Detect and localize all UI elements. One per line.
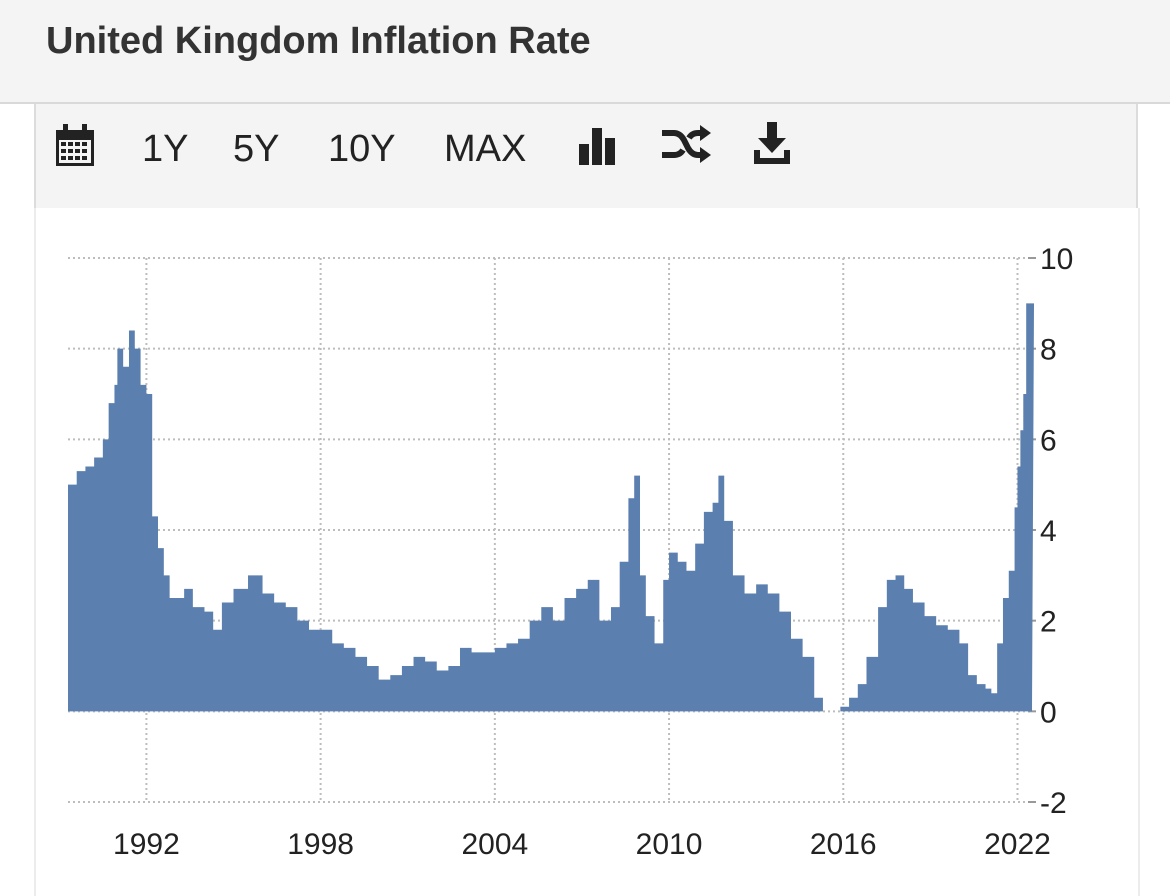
page-header: United Kingdom Inflation Rate [0,0,1170,104]
calendar-icon[interactable] [54,124,96,168]
range-max-button[interactable]: MAX [444,128,527,170]
y-tick-label: 0 [1040,696,1057,729]
y-tick-label: 8 [1040,334,1057,367]
chart-panel: -2 0 2 4 6 8 10 1992 1998 2004 2010 2016 2022 [34,208,1140,896]
range-5y-button[interactable]: 5Y [233,128,280,170]
x-tick-label: 2010 [636,828,703,861]
x-tick-label: 2004 [461,828,528,861]
y-tick-label: 6 [1040,424,1057,457]
y-axis-labels: -2 0 2 4 6 8 10 [1040,243,1073,820]
bar-chart-icon[interactable] [578,126,618,166]
page-title: United Kingdom Inflation Rate [46,20,591,62]
range-10y-button[interactable]: 10Y [328,128,396,170]
x-axis-labels: 1992 1998 2004 2010 2016 2022 [113,828,1051,861]
y-tick-label: 2 [1040,606,1057,639]
y-tick-label: -2 [1040,787,1067,820]
inflation-chart: -2 0 2 4 6 8 10 1992 1998 2004 2010 2016 2022 [68,243,1073,861]
download-icon[interactable] [752,122,792,166]
y-tick-label: 4 [1040,515,1057,548]
x-tick-label: 2022 [984,828,1051,861]
x-tick-label: 1992 [113,828,180,861]
chart-toolbar: 1Y 5Y 10Y MAX [34,104,1138,210]
range-1y-button[interactable]: 1Y [142,128,189,170]
inflation-area-series [68,303,1034,712]
chart-grid [68,257,1036,803]
x-tick-label: 2016 [810,828,877,861]
y-tick-label: 10 [1040,243,1073,276]
shuffle-icon[interactable] [660,124,712,164]
x-tick-label: 1998 [287,828,354,861]
